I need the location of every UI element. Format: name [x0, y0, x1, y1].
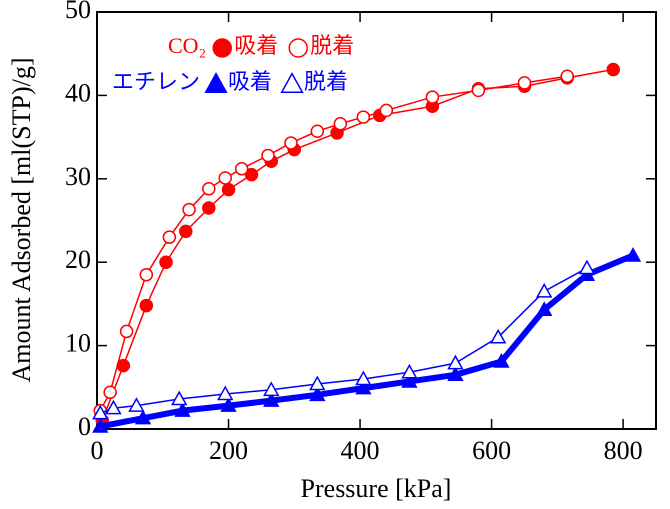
marker	[310, 124, 325, 139]
marker	[355, 370, 372, 386]
legend-marker	[288, 38, 308, 58]
legend-label: 脱着	[304, 69, 348, 94]
x-tick-label: 0	[91, 436, 104, 465]
marker	[244, 167, 259, 182]
x-axis-label: Pressure [kPa]	[301, 474, 452, 503]
marker	[220, 397, 237, 412]
marker	[560, 69, 574, 83]
marker	[489, 328, 507, 344]
legend-marker	[280, 72, 304, 94]
x-tick-label: 200	[209, 436, 248, 465]
marker	[139, 267, 154, 282]
marker	[425, 90, 440, 104]
legend-marker	[204, 72, 228, 94]
legend-label: 吸着	[228, 69, 272, 94]
marker	[234, 162, 249, 176]
marker	[309, 386, 326, 402]
y-axis-label: Amount Adsorbed [ml(STP)/g]	[7, 58, 36, 383]
y-tick-label: 50	[65, 0, 91, 24]
x-tick-label: 800	[604, 436, 643, 465]
marker	[309, 375, 326, 391]
marker	[355, 379, 372, 395]
marker	[179, 224, 193, 239]
marker	[263, 392, 280, 407]
marker	[401, 373, 418, 388]
marker	[134, 409, 152, 425]
marker	[517, 76, 532, 90]
marker	[92, 404, 109, 420]
legend-label: 吸着	[234, 33, 278, 58]
legend-marker	[212, 38, 232, 58]
marker	[536, 282, 553, 298]
plot-frame	[96, 11, 657, 430]
marker	[182, 202, 196, 217]
marker	[119, 324, 134, 339]
marker	[217, 385, 234, 401]
marker	[536, 301, 553, 317]
marker	[379, 103, 394, 118]
marker	[284, 136, 298, 150]
marker	[171, 390, 188, 406]
series-line	[101, 68, 614, 421]
marker	[103, 385, 117, 400]
marker	[447, 366, 464, 382]
legend-title: CO₂	[168, 33, 206, 58]
x-tick-label: 600	[472, 436, 511, 465]
y-tick-label: 30	[65, 162, 91, 191]
y-tick-label: 40	[65, 78, 91, 107]
marker	[356, 110, 371, 124]
marker	[174, 402, 191, 417]
y-tick-label: 20	[65, 245, 91, 274]
marker	[162, 230, 177, 244]
marker	[578, 259, 596, 275]
marker	[263, 381, 280, 397]
marker	[401, 363, 418, 379]
y-tick-label: 0	[78, 412, 91, 441]
legend-label: 脱着	[310, 33, 354, 58]
marker	[333, 117, 348, 131]
marker	[202, 182, 216, 196]
x-tick-label: 400	[341, 436, 380, 465]
marker	[105, 399, 122, 415]
legend-title: エチレン	[112, 69, 200, 94]
marker	[261, 148, 275, 163]
marker	[128, 397, 145, 412]
y-tick-label: 10	[65, 329, 91, 358]
marker	[221, 182, 236, 197]
marker	[159, 255, 173, 269]
marker	[493, 353, 510, 368]
marker	[139, 298, 154, 313]
marker	[202, 201, 216, 215]
marker	[92, 418, 109, 433]
marker	[606, 62, 621, 77]
marker	[624, 247, 642, 262]
marker	[218, 171, 232, 185]
marker	[447, 354, 464, 370]
marker	[471, 83, 486, 98]
